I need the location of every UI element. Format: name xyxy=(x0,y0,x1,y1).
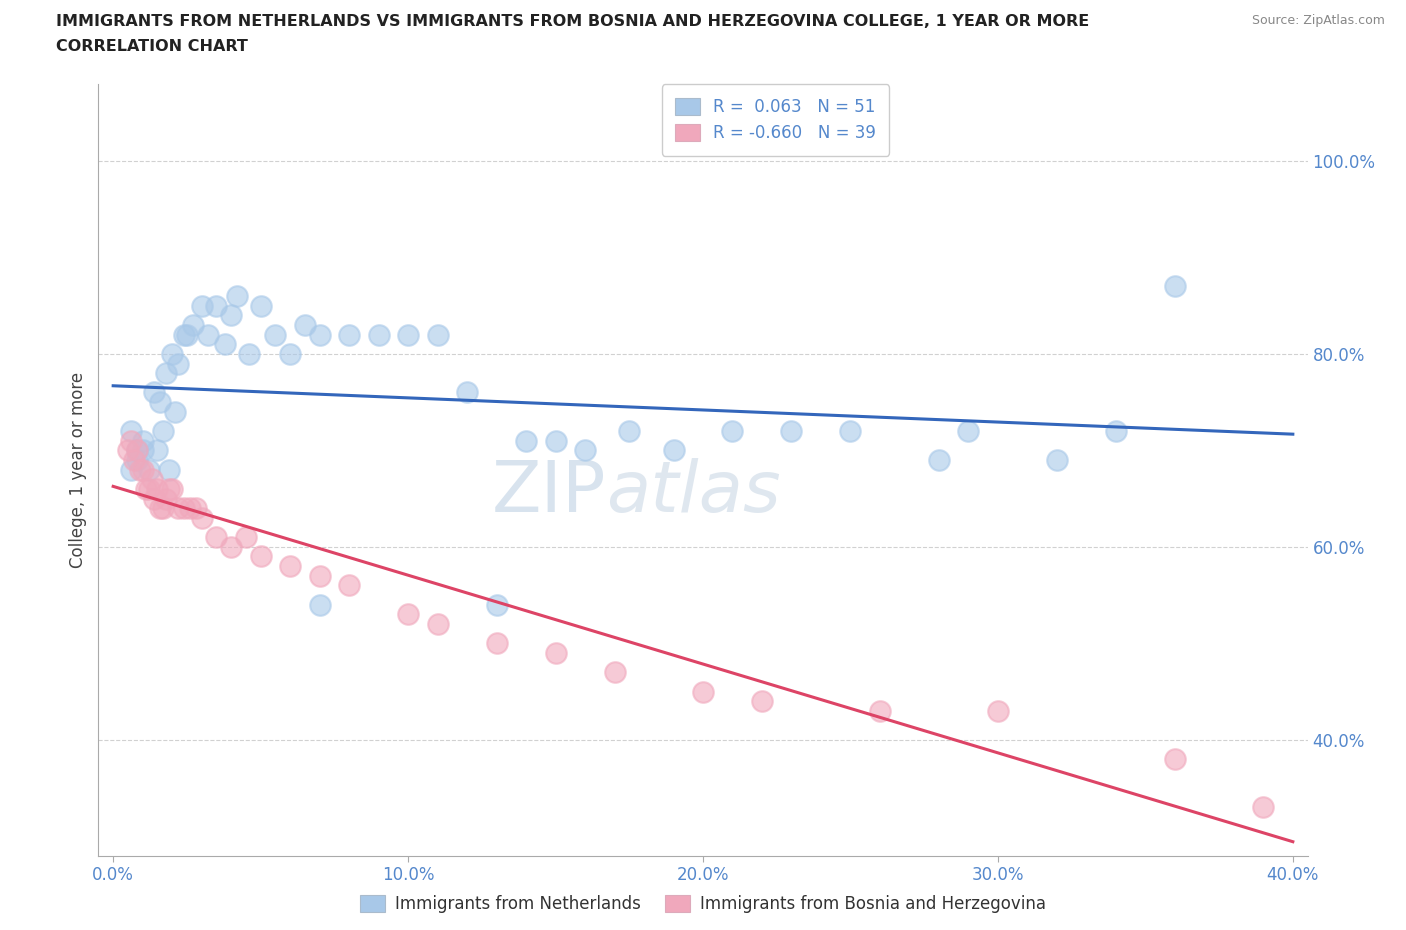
Point xyxy=(485,597,508,612)
Point xyxy=(160,347,183,362)
Point xyxy=(235,530,257,545)
Point xyxy=(138,482,160,497)
Point xyxy=(135,482,157,497)
Point xyxy=(603,665,626,680)
Point xyxy=(238,347,260,362)
Point xyxy=(249,299,271,313)
Point xyxy=(167,356,190,371)
Point xyxy=(1105,424,1128,439)
Point xyxy=(1164,279,1187,294)
Point xyxy=(780,424,803,439)
Point xyxy=(131,443,153,458)
Point xyxy=(367,327,389,342)
Point xyxy=(987,703,1010,718)
Point xyxy=(141,472,163,486)
Point xyxy=(157,462,180,477)
Point xyxy=(131,433,153,448)
Point xyxy=(426,327,449,342)
Point xyxy=(544,645,567,660)
Point xyxy=(219,308,242,323)
Point xyxy=(515,433,537,448)
Legend: R =  0.063   N = 51, R = -0.660   N = 39: R = 0.063 N = 51, R = -0.660 N = 39 xyxy=(662,85,890,155)
Text: CORRELATION CHART: CORRELATION CHART xyxy=(56,39,247,54)
Point xyxy=(138,462,160,477)
Point xyxy=(160,482,183,497)
Point xyxy=(149,500,172,515)
Point xyxy=(155,365,177,380)
Point xyxy=(337,327,360,342)
Point xyxy=(176,327,198,342)
Point xyxy=(125,453,148,468)
Point xyxy=(120,424,142,439)
Point xyxy=(205,530,228,545)
Point xyxy=(1253,800,1275,815)
Point xyxy=(308,597,330,612)
Point xyxy=(117,443,139,458)
Point xyxy=(1164,751,1187,766)
Point xyxy=(928,453,950,468)
Point xyxy=(869,703,891,718)
Point xyxy=(190,511,212,525)
Point xyxy=(278,559,301,574)
Point xyxy=(219,539,242,554)
Point xyxy=(190,299,212,313)
Point xyxy=(214,337,236,352)
Point xyxy=(173,327,195,342)
Point xyxy=(692,684,714,699)
Point xyxy=(146,443,169,458)
Y-axis label: College, 1 year or more: College, 1 year or more xyxy=(69,372,87,567)
Point xyxy=(294,317,316,332)
Point xyxy=(165,405,187,419)
Text: atlas: atlas xyxy=(606,458,780,527)
Point xyxy=(167,500,190,515)
Point xyxy=(125,443,148,458)
Point xyxy=(308,568,330,583)
Point xyxy=(152,424,174,439)
Point xyxy=(125,443,148,458)
Point xyxy=(574,443,596,458)
Point xyxy=(485,636,508,651)
Point xyxy=(721,424,744,439)
Point xyxy=(278,347,301,362)
Text: ZIP: ZIP xyxy=(492,458,606,527)
Point xyxy=(157,482,180,497)
Point xyxy=(619,424,641,439)
Point xyxy=(152,500,174,515)
Point xyxy=(122,453,145,468)
Point xyxy=(839,424,862,439)
Point xyxy=(155,491,177,506)
Point xyxy=(120,462,142,477)
Point xyxy=(205,299,228,313)
Point xyxy=(1046,453,1069,468)
Point xyxy=(264,327,287,342)
Point xyxy=(544,433,567,448)
Point xyxy=(308,327,330,342)
Point xyxy=(120,433,142,448)
Point xyxy=(181,317,204,332)
Point xyxy=(337,578,360,593)
Point xyxy=(396,607,419,622)
Point xyxy=(751,694,773,709)
Point xyxy=(143,385,166,400)
Point xyxy=(128,462,150,477)
Point xyxy=(179,500,201,515)
Point xyxy=(131,462,153,477)
Point xyxy=(249,549,271,564)
Point xyxy=(184,500,207,515)
Point xyxy=(149,394,172,409)
Point xyxy=(146,482,169,497)
Legend: Immigrants from Netherlands, Immigrants from Bosnia and Herzegovina: Immigrants from Netherlands, Immigrants … xyxy=(352,887,1054,922)
Point xyxy=(957,424,980,439)
Point xyxy=(426,617,449,631)
Point xyxy=(456,385,478,400)
Point xyxy=(173,500,195,515)
Text: Source: ZipAtlas.com: Source: ZipAtlas.com xyxy=(1251,14,1385,27)
Text: IMMIGRANTS FROM NETHERLANDS VS IMMIGRANTS FROM BOSNIA AND HERZEGOVINA COLLEGE, 1: IMMIGRANTS FROM NETHERLANDS VS IMMIGRANT… xyxy=(56,14,1090,29)
Point xyxy=(197,327,219,342)
Point xyxy=(396,327,419,342)
Point xyxy=(143,491,166,506)
Point xyxy=(226,288,249,303)
Point xyxy=(662,443,685,458)
